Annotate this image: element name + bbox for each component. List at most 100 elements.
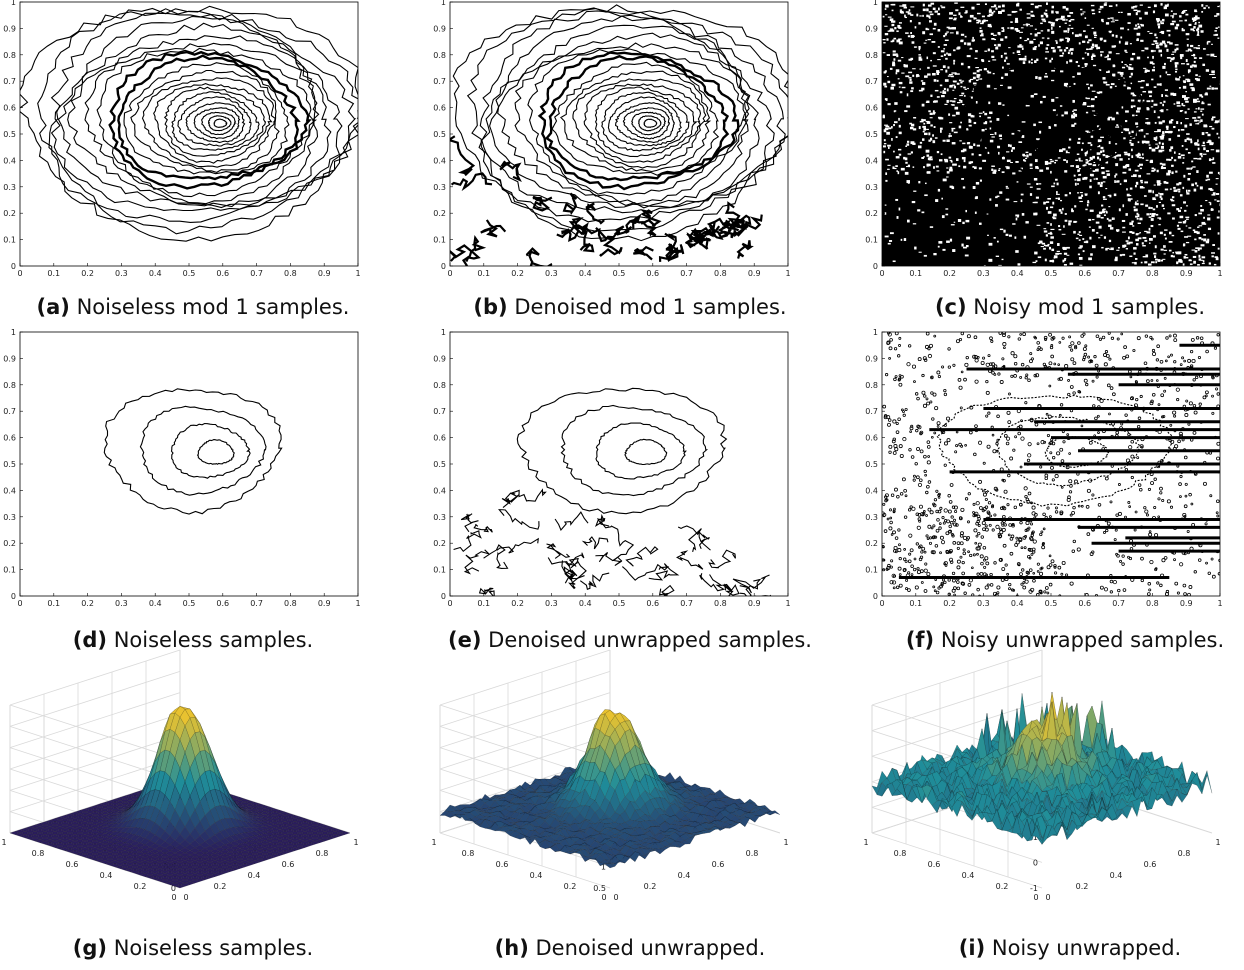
noise-speck xyxy=(932,72,936,76)
noise-dot xyxy=(1032,539,1037,544)
noise-speck xyxy=(1179,76,1181,79)
noise-speck xyxy=(976,21,980,24)
noise-dot xyxy=(913,474,916,478)
noise-dot xyxy=(1065,573,1069,577)
noise-speck xyxy=(951,72,955,74)
noise-speck xyxy=(1184,236,1189,238)
noise-speck xyxy=(989,198,992,201)
noise-speck xyxy=(914,246,917,250)
noise-speck xyxy=(1134,261,1137,265)
noise-dot xyxy=(1147,592,1151,596)
noise-dot xyxy=(898,583,903,588)
noise-speck xyxy=(1017,263,1021,266)
noise-dot xyxy=(1159,491,1163,495)
noise-speck xyxy=(897,171,900,175)
noise-speck xyxy=(1194,22,1197,24)
noise-speck xyxy=(1084,153,1087,157)
noise-speck xyxy=(1018,31,1023,33)
noise-speck xyxy=(1132,225,1135,227)
noise-dot xyxy=(1103,587,1109,592)
noise-speck xyxy=(992,72,995,75)
noise-dot xyxy=(1046,591,1050,595)
noise-speck xyxy=(1217,5,1220,8)
noise-dot xyxy=(924,344,930,349)
noise-dot xyxy=(1173,333,1177,338)
z-grid-line xyxy=(439,670,611,727)
noise-speck xyxy=(1153,66,1155,69)
noise-dot xyxy=(935,528,940,533)
noise-speck xyxy=(1068,222,1071,226)
noise-dot xyxy=(1001,567,1006,571)
noise-speck xyxy=(895,136,898,139)
y-tick-label: 1 xyxy=(873,328,878,337)
noise-speck xyxy=(1132,5,1137,8)
noise-speck xyxy=(1186,38,1189,40)
noise-dot xyxy=(1028,568,1033,572)
noise-speck xyxy=(1031,58,1033,61)
noise-speck xyxy=(1185,100,1189,103)
noise-dot xyxy=(955,430,959,434)
noise-speck xyxy=(1087,48,1091,50)
noise-speck xyxy=(1191,183,1194,187)
noise-dot xyxy=(1086,532,1091,536)
noise-speck xyxy=(960,33,965,36)
noise-speck xyxy=(1089,185,1092,189)
x-tick-label: 0.8 xyxy=(316,849,329,858)
noise-speck xyxy=(942,139,946,142)
y-tick-label: 0.3 xyxy=(433,183,446,192)
noise-speck xyxy=(1150,49,1154,53)
noise-speck xyxy=(1160,145,1164,149)
noise-dot xyxy=(1143,506,1147,510)
noise-contour xyxy=(473,523,493,533)
noise-dot xyxy=(1128,445,1133,450)
contour-line xyxy=(643,118,658,128)
noise-speck xyxy=(1079,264,1083,266)
noise-speck xyxy=(1136,200,1139,202)
noise-dot xyxy=(1035,373,1040,378)
noise-speck xyxy=(932,65,937,67)
noise-dot xyxy=(1032,571,1036,575)
noise-speck xyxy=(1219,24,1220,26)
noise-speck xyxy=(1178,221,1182,224)
noise-dot xyxy=(1002,333,1006,338)
noise-speck xyxy=(1206,141,1210,144)
noise-dot xyxy=(1106,383,1111,388)
plot-area xyxy=(450,4,788,266)
noise-speck xyxy=(930,137,933,141)
noise-speck xyxy=(1013,201,1018,203)
noise-speck xyxy=(953,62,955,65)
noise-speck xyxy=(909,78,912,81)
noise-speck xyxy=(908,77,912,79)
noise-dot xyxy=(928,343,934,348)
noise-dot xyxy=(1189,364,1194,368)
noise-speck xyxy=(1029,167,1033,169)
noise-speck xyxy=(945,213,949,216)
y-tick-label: 0.8 xyxy=(3,51,16,60)
noise-speck xyxy=(945,69,948,73)
contour-line xyxy=(537,51,740,191)
noise-speck xyxy=(1133,9,1138,12)
noise-speck xyxy=(947,75,952,77)
noise-speck xyxy=(974,197,978,200)
caption-label-d: (d) xyxy=(72,628,107,652)
noise-dot xyxy=(1216,392,1220,396)
contour-line xyxy=(516,387,728,515)
noise-speck xyxy=(908,58,912,61)
noise-speck xyxy=(1048,21,1051,24)
noise-dot xyxy=(904,494,908,498)
noise-speck xyxy=(888,240,893,242)
noise-dot xyxy=(1010,351,1015,356)
noise-dot xyxy=(1008,587,1011,591)
noise-speck xyxy=(1172,252,1175,254)
noise-speck xyxy=(987,116,991,119)
noise-dot xyxy=(981,509,985,513)
noise-speck xyxy=(1135,201,1137,204)
noise-speck xyxy=(931,40,936,43)
noise-speck xyxy=(1073,173,1076,177)
noise-speck xyxy=(1150,159,1153,162)
noise-speck xyxy=(1158,49,1162,53)
noise-dot xyxy=(1140,556,1144,561)
noise-speck xyxy=(1062,246,1066,250)
noise-dot xyxy=(999,530,1004,535)
noise-speck xyxy=(1034,201,1038,204)
